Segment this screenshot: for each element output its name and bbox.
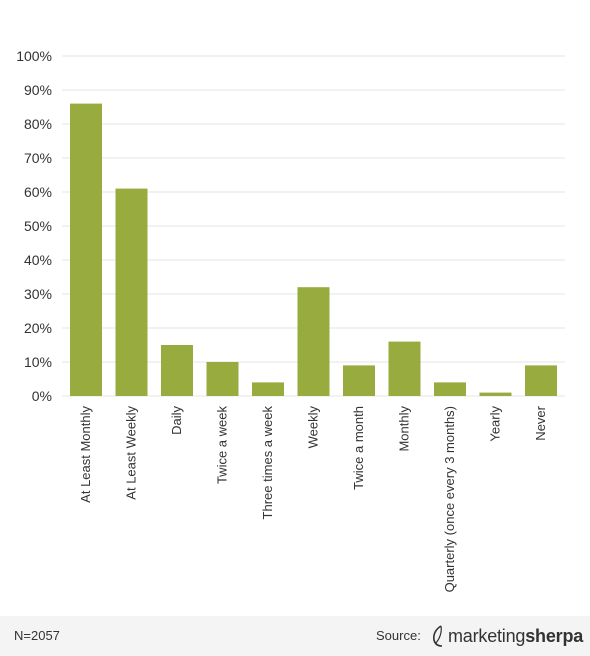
bar <box>70 103 102 396</box>
y-tick-label: 100% <box>16 48 52 64</box>
chart-footer: N=2057 Source: marketingsherpa <box>0 616 590 656</box>
y-tick-label: 0% <box>32 388 52 404</box>
x-tick-label: Three times a week <box>260 406 275 520</box>
x-tick-label: At Least Weekly <box>124 406 139 500</box>
y-tick-label: 50% <box>24 218 52 234</box>
y-tick-label: 70% <box>24 150 52 166</box>
bar-chart: 0% 10% 20% 30% 40% 50% 60% 70% 80% 90% 100% At Lea… <box>16 48 565 592</box>
x-tick-label: Yearly <box>488 406 503 442</box>
y-tick-label: 10% <box>24 354 52 370</box>
sample-size-label: N=2057 <box>14 628 60 643</box>
bar <box>252 382 284 396</box>
x-tick-label: Weekly <box>306 406 321 449</box>
bars <box>70 103 557 396</box>
brand-text-light: marketing <box>448 625 526 646</box>
bar <box>343 365 375 396</box>
source-label: Source: <box>376 628 421 643</box>
bar <box>206 362 239 396</box>
x-tick-label: Twice a month <box>351 406 366 490</box>
x-tick-label: Twice a week <box>215 406 230 485</box>
y-tick-label: 90% <box>24 82 52 98</box>
y-tick-label: 80% <box>24 116 52 132</box>
x-tick-label: Daily <box>169 406 184 435</box>
bar <box>115 188 148 396</box>
bar <box>525 365 557 396</box>
bar <box>388 341 421 396</box>
x-axis-tick-labels: At Least Monthly At Least Weekly Daily Twic… <box>78 405 548 592</box>
bar <box>161 345 193 396</box>
y-tick-label: 20% <box>24 320 52 336</box>
bar <box>297 287 330 396</box>
x-tick-label: Quarterly (once every 3 months) <box>442 406 457 592</box>
y-tick-label: 30% <box>24 286 52 302</box>
y-tick-label: 40% <box>24 252 52 268</box>
marketingsherpa-logo: marketingsherpa <box>430 624 583 648</box>
brand-text-bold: sherpa <box>525 625 584 646</box>
bar <box>434 382 466 396</box>
x-tick-label: Never <box>533 405 548 440</box>
y-tick-label: 60% <box>24 184 52 200</box>
x-tick-label: Monthly <box>397 406 412 452</box>
feather-icon <box>433 625 443 647</box>
y-axis-tick-labels: 0% 10% 20% 30% 40% 50% 60% 70% 80% 90% 100% <box>16 48 52 404</box>
bar <box>479 392 512 396</box>
x-tick-label: At Least Monthly <box>78 406 93 503</box>
